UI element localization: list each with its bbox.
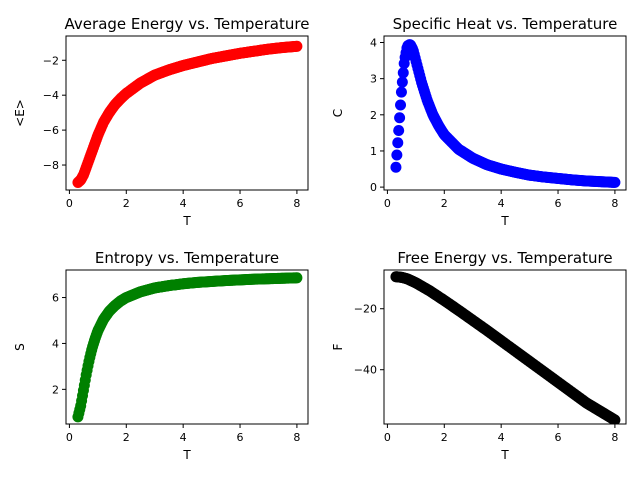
data-point (393, 125, 405, 137)
y-tick-label: 1 (370, 145, 377, 158)
chart-panel-1: Average Energy vs. Temperature 0 2 4 6 8 −8 −6 −… (13, 15, 309, 228)
data-point (291, 40, 303, 52)
x-tick-label: 2 (441, 431, 448, 444)
y-axis-label: S (13, 343, 27, 351)
chart-panel-2: Specific Heat vs. Temperature 0 2 4 6 8 0 1 2 3 4 T… (331, 15, 627, 228)
y-axis-label: <E> (13, 99, 27, 127)
y-tick-label: −40 (354, 364, 377, 377)
x-tick-label: 2 (123, 431, 130, 444)
x-tick-label: 2 (441, 197, 448, 210)
axes-frame (383, 35, 627, 191)
y-tick-label: 2 (52, 383, 59, 396)
x-axis-label: T (182, 448, 191, 462)
x-tick-label: 0 (384, 431, 391, 444)
data-point (397, 67, 409, 79)
data-point (390, 161, 402, 173)
data-point (291, 272, 303, 284)
data-point (391, 149, 403, 161)
chart-title: Free Energy vs. Temperature (397, 249, 612, 267)
x-axis-label: T (500, 448, 509, 462)
data-series (72, 40, 303, 188)
y-tick-label: 3 (370, 73, 377, 86)
data-series (390, 39, 621, 188)
chart-title: Entropy vs. Temperature (95, 249, 279, 267)
axes-frame (65, 269, 309, 425)
data-point (392, 137, 404, 149)
y-tick-label: 0 (370, 181, 377, 194)
x-tick-label: 8 (611, 197, 618, 210)
data-series (390, 271, 621, 424)
axes-frame (383, 269, 627, 425)
y-tick-label: 4 (52, 337, 59, 350)
y-tick-label: 2 (370, 109, 377, 122)
x-tick-label: 4 (498, 431, 505, 444)
data-point (609, 414, 621, 424)
x-tick-label: 6 (237, 431, 244, 444)
data-point (394, 112, 406, 124)
x-axis-label: T (182, 214, 191, 228)
data-series (72, 272, 303, 423)
y-tick-label: 4 (370, 37, 377, 50)
x-tick-label: 8 (293, 431, 300, 444)
chart-panel-3: Entropy vs. Temperature 0 2 4 6 8 2 4 6 T S (13, 249, 309, 462)
x-tick-label: 6 (555, 431, 562, 444)
x-tick-label: 4 (498, 197, 505, 210)
y-axis-label: F (331, 343, 345, 350)
x-tick-label: 8 (611, 431, 618, 444)
y-tick-label: −6 (43, 124, 59, 137)
x-tick-label: 4 (180, 197, 187, 210)
y-tick-label: −2 (43, 54, 59, 67)
x-tick-label: 8 (293, 197, 300, 210)
data-point (396, 76, 408, 88)
data-point (395, 86, 407, 98)
x-tick-label: 6 (555, 197, 562, 210)
axes-frame (65, 35, 309, 191)
data-point (395, 99, 407, 111)
x-tick-label: 0 (384, 197, 391, 210)
data-point (609, 176, 621, 188)
y-tick-label: −4 (43, 89, 59, 102)
x-tick-label: 0 (66, 197, 73, 210)
x-tick-label: 4 (180, 431, 187, 444)
chart-title: Specific Heat vs. Temperature (393, 15, 618, 33)
y-tick-label: −8 (43, 159, 59, 172)
chart-title: Average Energy vs. Temperature (65, 15, 310, 33)
x-tick-label: 0 (66, 431, 73, 444)
x-tick-label: 6 (237, 197, 244, 210)
y-tick-label: −20 (354, 303, 377, 316)
x-tick-label: 2 (123, 197, 130, 210)
y-axis-label: C (331, 109, 345, 117)
y-tick-label: 6 (52, 292, 59, 305)
chart-panel-4: Free Energy vs. Temperature 0 2 4 6 8 −20 −40 T F (331, 249, 627, 462)
x-axis-label: T (500, 214, 509, 228)
